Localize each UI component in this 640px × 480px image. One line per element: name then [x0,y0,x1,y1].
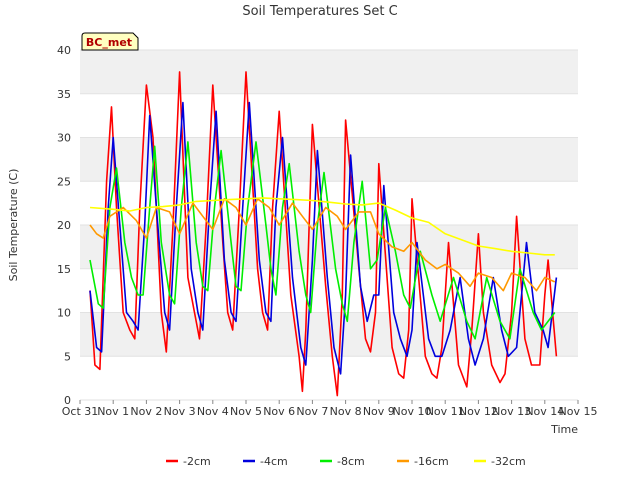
x-tick-label: Nov 3 [164,405,196,418]
y-tick-label: 15 [57,263,71,276]
legend-label: -32cm [491,455,526,468]
y-tick-label: 0 [64,394,71,407]
x-tick-label: Nov 12 [459,405,498,418]
y-tick-label: 5 [64,350,71,363]
y-tick-label: 10 [57,307,71,320]
x-tick-label: Nov 1 [97,405,129,418]
legend: -2cm -4cm -8cm -16cm -32cm [166,455,526,468]
y-tick-label: 40 [57,44,71,57]
series-line-32cm [89,197,555,256]
x-tick-label: Nov 10 [393,405,432,418]
series-line-8cm [89,141,556,340]
x-tick-label: Nov 7 [296,405,328,418]
x-tick-label: Nov 4 [197,405,229,418]
x-tick-label: Nov 15 [559,405,598,418]
x-tick-label: Nov 5 [230,405,262,418]
x-tick-label: Nov 14 [525,405,564,418]
series-line-4cm [89,101,558,375]
grid-band [80,137,578,182]
x-tick-label: Nov 6 [263,405,295,418]
y-axis-label: Soil Temperature (C) [7,169,20,282]
legend-label: -8cm [337,455,365,468]
legend-label: -4cm [260,455,288,468]
grid-band [80,356,578,400]
chart-title: Soil Temperatures Set C [242,4,397,19]
plot-background [80,49,578,401]
grid-band [80,225,578,269]
x-tick-label: Oct 31 [62,405,99,418]
x-tick-label: Nov 2 [130,405,162,418]
station-badge-label: BC_met [86,36,132,49]
legend-label: -16cm [414,455,449,468]
y-tick-label: 20 [57,219,71,232]
x-tick-label: Nov 9 [363,405,395,418]
series-lines [89,71,558,397]
grid-band [80,93,578,138]
x-tick-label: Nov 11 [426,405,465,418]
y-tick-label: 25 [57,175,71,188]
x-tick-label: Nov 8 [330,405,362,418]
y-tick-label: 30 [57,132,71,145]
legend-label: -2cm [183,455,211,468]
series-line-16cm [89,198,556,292]
x-tick-label: Nov 13 [492,405,531,418]
y-axis-ticks: 0 5 10 15 20 25 30 35 40 [57,44,71,407]
x-axis-label: Time [550,423,578,436]
grid-band [80,50,578,94]
y-tick-label: 35 [57,88,71,101]
station-badge: BC_met [81,32,139,51]
